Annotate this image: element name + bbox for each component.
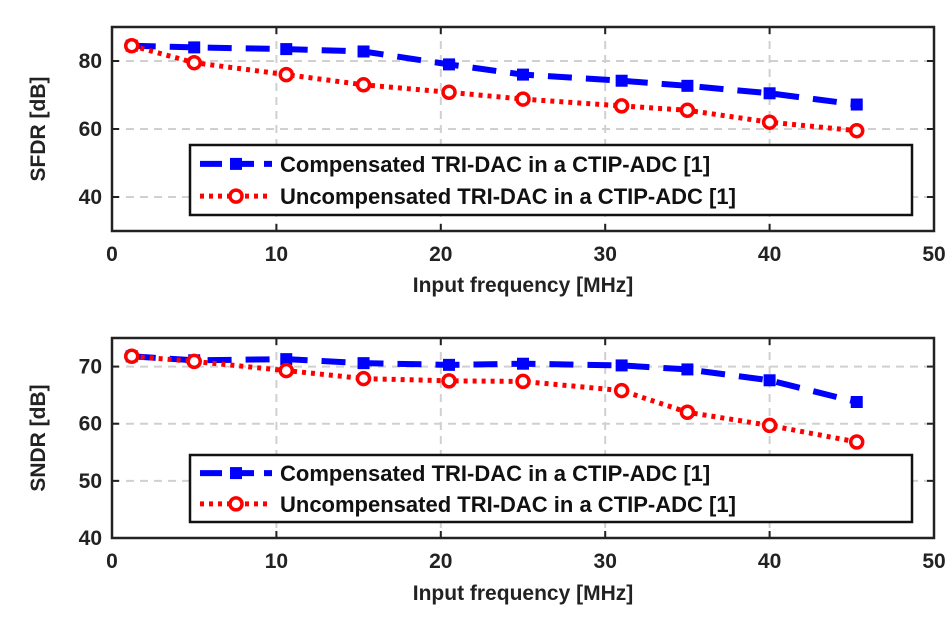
data-point-uncompensated bbox=[441, 373, 457, 389]
data-point-uncompensated bbox=[278, 66, 295, 83]
x-tick-label: 0 bbox=[106, 550, 118, 573]
y-tick-label: 50 bbox=[79, 470, 102, 493]
data-point-uncompensated bbox=[679, 102, 696, 119]
data-point-uncompensated bbox=[679, 404, 696, 421]
data-point-compensated bbox=[763, 87, 776, 100]
legend: Compensated TRI-DAC in a CTIP-ADC [1] Unc… bbox=[188, 453, 914, 524]
legend-marker-square bbox=[230, 157, 242, 170]
data-point-compensated bbox=[850, 98, 863, 111]
legend-box bbox=[188, 143, 914, 217]
data-point-compensated bbox=[443, 358, 456, 371]
legend-label: Compensated TRI-DAC in a CTIP-ADC [1] bbox=[280, 152, 710, 177]
data-point-uncompensated bbox=[441, 84, 457, 101]
legend-marker-square bbox=[230, 467, 242, 480]
data-point-uncompensated bbox=[761, 114, 778, 130]
x-tick-label: 10 bbox=[265, 243, 288, 266]
series-line-uncompensated bbox=[131, 353, 858, 445]
legend: Compensated TRI-DAC in a CTIP-ADC [1] Unc… bbox=[188, 143, 914, 217]
data-point-compensated bbox=[517, 68, 529, 81]
x-tick-label: 30 bbox=[594, 550, 617, 573]
y-tick-label: 60 bbox=[79, 413, 102, 436]
legend-box bbox=[188, 453, 914, 524]
x-tick-label: 30 bbox=[594, 243, 617, 266]
data-point-compensated bbox=[517, 357, 529, 370]
x-tick-label: 20 bbox=[429, 243, 452, 266]
data-point-compensated bbox=[280, 353, 293, 366]
data-point-compensated bbox=[357, 45, 370, 58]
data-point-uncompensated bbox=[355, 77, 372, 93]
data-point-compensated bbox=[850, 396, 863, 408]
data-point-compensated bbox=[357, 357, 370, 370]
data-point-uncompensated bbox=[613, 382, 630, 399]
data-point-compensated bbox=[443, 58, 456, 71]
x-tick-label: 20 bbox=[429, 550, 452, 573]
x-tick-label: 50 bbox=[922, 243, 945, 266]
data-point-uncompensated bbox=[355, 370, 372, 387]
legend-marker-circle bbox=[228, 188, 244, 204]
data-point-uncompensated bbox=[186, 353, 202, 370]
series-line-uncompensated bbox=[131, 43, 857, 134]
data-point-uncompensated bbox=[613, 98, 630, 114]
y-axis-label: SNDR [dB] bbox=[27, 384, 50, 491]
data-point-uncompensated bbox=[761, 417, 778, 434]
data-point-uncompensated bbox=[123, 37, 140, 54]
x-axis-label: Input frequency [MHz] bbox=[413, 582, 634, 605]
x-axis-label: Input frequency [MHz] bbox=[413, 274, 634, 297]
y-tick-label: 60 bbox=[79, 118, 102, 141]
x-tick-label: 50 bbox=[922, 550, 945, 573]
y-tick-label: 40 bbox=[79, 186, 102, 209]
data-point-uncompensated bbox=[186, 54, 202, 71]
plot-sfdr: 0 10 20 30 40 50 40 60 80 Input frequency [MHz] SF… bbox=[27, 25, 946, 297]
y-tick-label: 40 bbox=[79, 527, 102, 550]
data-point-compensated bbox=[188, 41, 201, 54]
series-line-compensated bbox=[131, 42, 858, 108]
y-tick-label: 80 bbox=[79, 50, 102, 73]
legend-label: Uncompensated TRI-DAC in a CTIP-ADC [1] bbox=[280, 492, 736, 517]
legend-marker-circle bbox=[228, 496, 244, 512]
data-point-compensated bbox=[615, 74, 628, 87]
axes-box bbox=[110, 336, 936, 540]
x-tick-label: 40 bbox=[758, 550, 781, 573]
x-tick-label: 40 bbox=[758, 243, 781, 266]
data-point-uncompensated bbox=[848, 434, 865, 450]
data-point-uncompensated bbox=[123, 348, 140, 365]
data-point-uncompensated bbox=[515, 373, 531, 390]
data-point-compensated bbox=[763, 374, 776, 387]
series-line-compensated bbox=[131, 353, 858, 405]
data-point-uncompensated bbox=[278, 362, 295, 379]
data-point-compensated bbox=[681, 79, 694, 92]
data-point-uncompensated bbox=[515, 91, 531, 107]
legend-label: Uncompensated TRI-DAC in a CTIP-ADC [1] bbox=[280, 184, 736, 209]
data-point-uncompensated bbox=[848, 122, 865, 139]
y-tick-label: 70 bbox=[79, 356, 102, 379]
x-tick-label: 0 bbox=[106, 243, 118, 266]
data-point-compensated bbox=[681, 363, 694, 376]
data-point-compensated bbox=[280, 43, 293, 56]
axes-box bbox=[110, 25, 936, 233]
plot-sndr: 0 10 20 30 40 50 40 50 60 70 Input frequency [MHz]… bbox=[27, 336, 946, 605]
x-tick-label: 10 bbox=[265, 550, 288, 573]
y-axis-label: SFDR [dB] bbox=[27, 77, 50, 182]
legend-label: Compensated TRI-DAC in a CTIP-ADC [1] bbox=[280, 461, 710, 486]
data-point-compensated bbox=[615, 359, 628, 372]
